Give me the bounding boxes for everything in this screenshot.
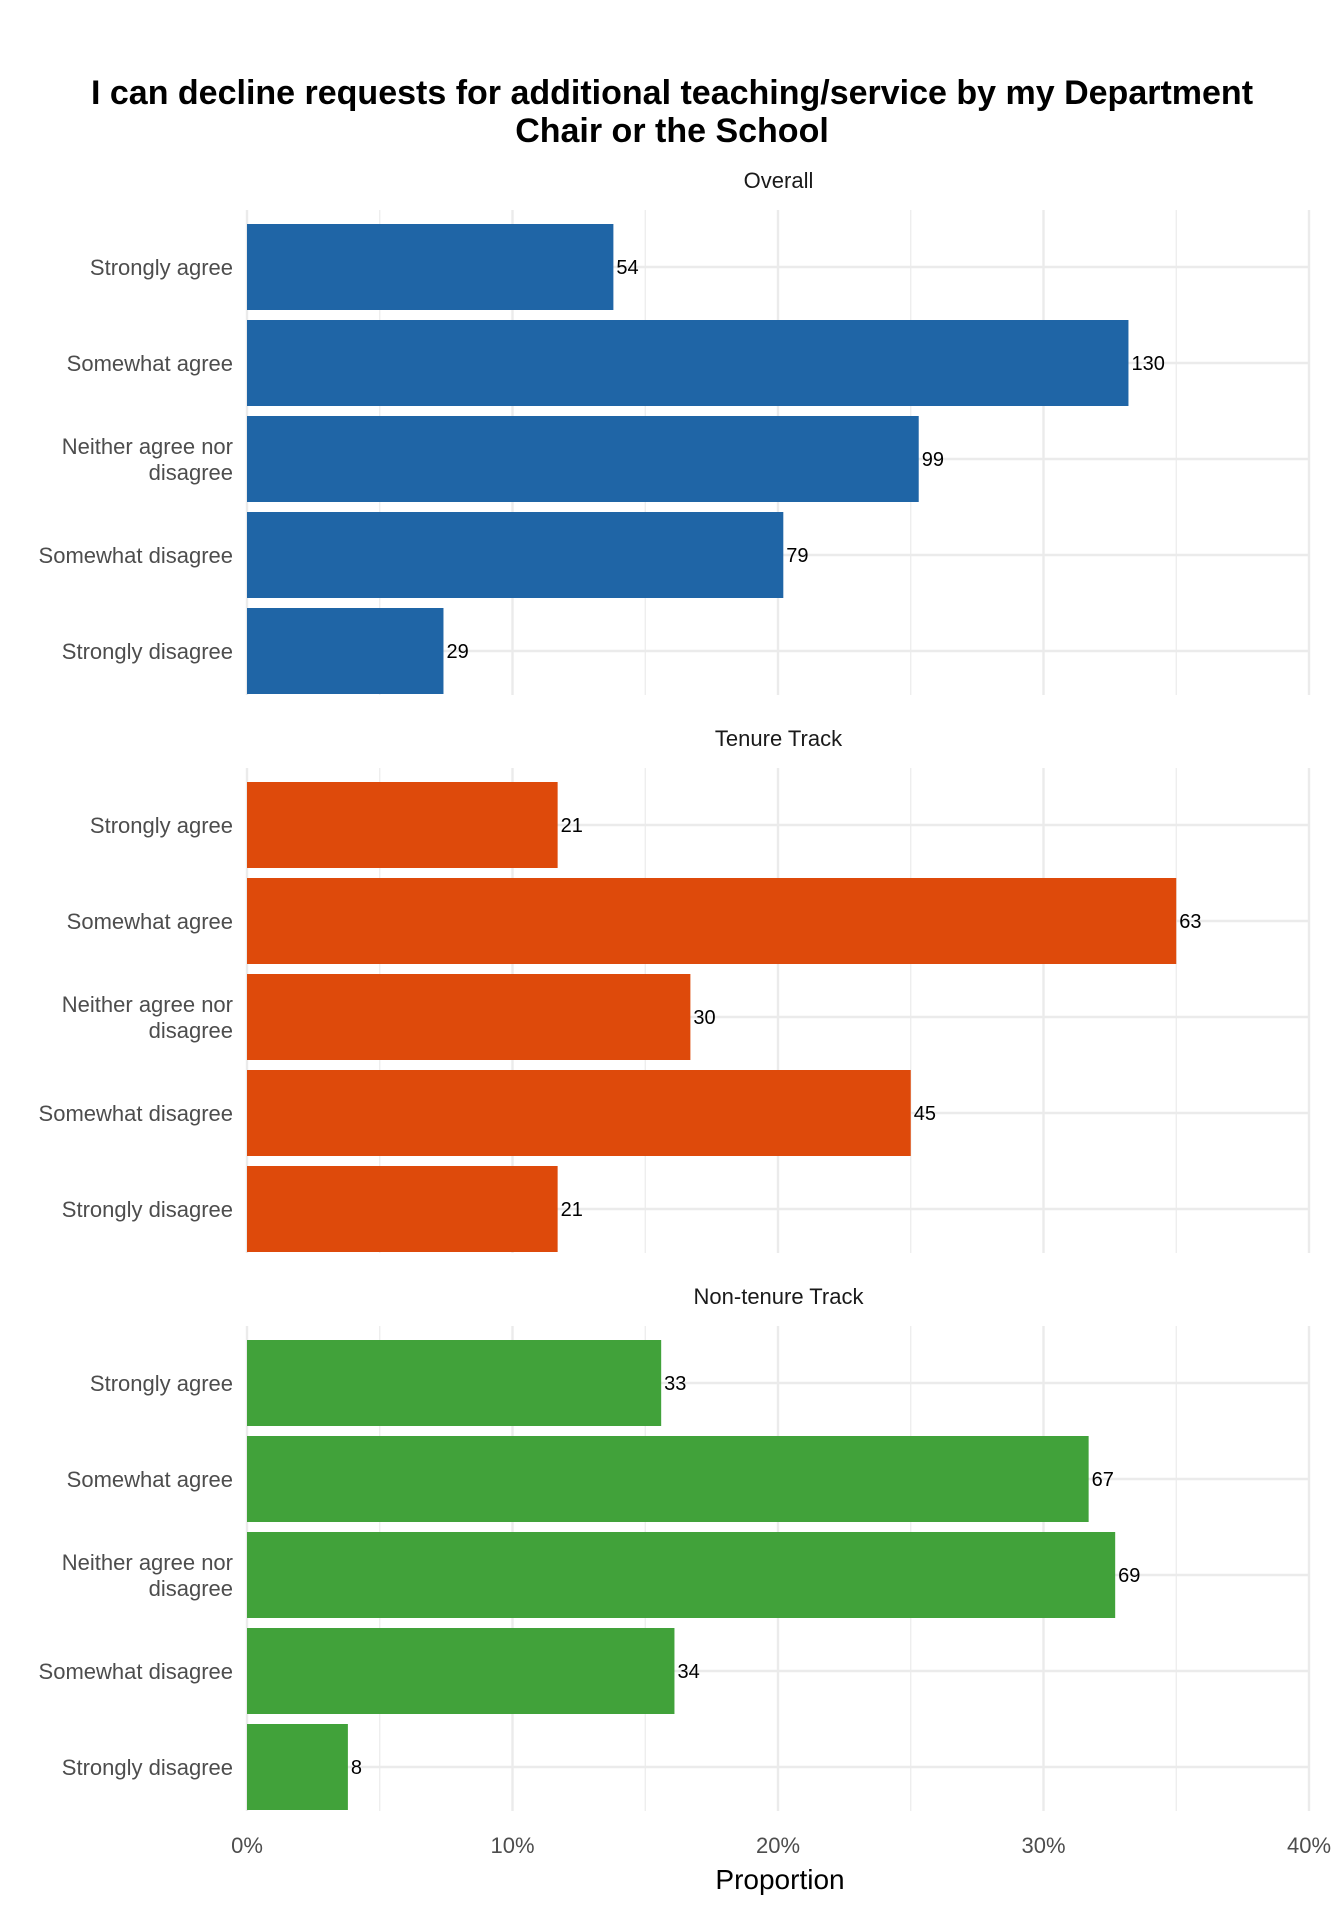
y-tick-label: Strongly disagree <box>62 1197 233 1222</box>
bar-count-label: 79 <box>786 545 808 567</box>
y-tick-label: Somewhat agree <box>67 351 233 376</box>
bar-count-label: 69 <box>1118 1565 1140 1587</box>
y-tick-label: Strongly disagree <box>62 1755 233 1780</box>
y-tick-label: Somewhat disagree <box>39 543 233 568</box>
bar <box>247 224 614 310</box>
bar-count-label: 67 <box>1092 1469 1114 1491</box>
panel-tenure-track: Tenure Track 21 Strongly agree 63 Somewhat a… <box>39 726 1311 1253</box>
bar-count-label: 99 <box>922 449 944 471</box>
bar-count-label: 63 <box>1179 911 1201 933</box>
y-tick-label: Somewhat agree <box>67 1467 233 1492</box>
y-tick-label-line: disagree <box>149 1018 233 1043</box>
bar-count-label: 29 <box>446 641 468 663</box>
bar-count-label: 30 <box>693 1007 715 1029</box>
x-tick-label: 30% <box>1021 1833 1065 1858</box>
y-tick-label: Strongly agree <box>90 1371 233 1396</box>
y-tick-label: Strongly agree <box>90 813 233 838</box>
x-tick-label: 0% <box>231 1833 263 1858</box>
y-tick-label-line: Neither agree nor <box>62 1550 233 1575</box>
bar <box>247 320 1129 406</box>
bar <box>247 1532 1116 1618</box>
panel-strip-label: Non-tenure Track <box>694 1284 865 1309</box>
y-tick-label-line: Neither agree nor <box>62 992 233 1017</box>
chart-title-line-1: I can decline requests for additional te… <box>91 74 1253 112</box>
bar-count-label: 33 <box>664 1373 686 1395</box>
bar-count-label: 34 <box>677 1661 699 1683</box>
bar <box>247 1070 911 1156</box>
bar-count-label: 21 <box>561 1199 583 1221</box>
x-axis-label: Proportion <box>715 1864 844 1895</box>
y-tick-label: Neither agree nor disagree <box>62 434 233 485</box>
bar <box>247 416 919 502</box>
x-axis: 0% 10% 20% 30% 40% <box>231 1833 1331 1858</box>
y-tick-label: Strongly disagree <box>62 639 233 664</box>
bar <box>247 782 558 868</box>
panel-strip-label: Tenure Track <box>715 726 843 751</box>
x-tick-label: 20% <box>756 1833 800 1858</box>
y-tick-label: Somewhat disagree <box>39 1101 233 1126</box>
chart-panels: Overall 54 Strongly agree 130 Somewhat agree… <box>39 168 1311 1811</box>
y-tick-label: Somewhat agree <box>67 909 233 934</box>
y-tick-label-line: Neither agree nor <box>62 434 233 459</box>
bar <box>247 1340 662 1426</box>
bar <box>247 878 1177 964</box>
bar <box>247 974 691 1060</box>
bar-count-label: 21 <box>561 815 583 837</box>
y-tick-label: Somewhat disagree <box>39 1659 233 1684</box>
x-tick-label: 40% <box>1287 1833 1331 1858</box>
bar <box>247 1628 675 1714</box>
y-tick-label-line: disagree <box>149 460 233 485</box>
bar-count-label: 130 <box>1131 353 1164 375</box>
bar <box>247 1166 558 1252</box>
x-tick-label: 10% <box>490 1833 534 1858</box>
bar-count-label: 8 <box>351 1757 362 1779</box>
bar <box>247 1436 1089 1522</box>
panel-non-tenure-track: Non-tenure Track 33 Strongly agree 67 Somewh… <box>39 1284 1311 1811</box>
y-tick-label: Neither agree nor disagree <box>62 1550 233 1601</box>
bar <box>247 1724 348 1810</box>
panel-overall: Overall 54 Strongly agree 130 Somewhat agree… <box>39 168 1311 695</box>
bar-count-label: 54 <box>616 257 638 279</box>
bar <box>247 608 444 694</box>
panel-strip-label: Overall <box>744 168 814 193</box>
chart-title-line-2: Chair or the School <box>515 112 829 150</box>
bar <box>247 512 784 598</box>
bar-count-label: 45 <box>914 1103 936 1125</box>
y-tick-label: Neither agree nor disagree <box>62 992 233 1043</box>
y-tick-label-line: disagree <box>149 1576 233 1601</box>
y-tick-label: Strongly agree <box>90 255 233 280</box>
